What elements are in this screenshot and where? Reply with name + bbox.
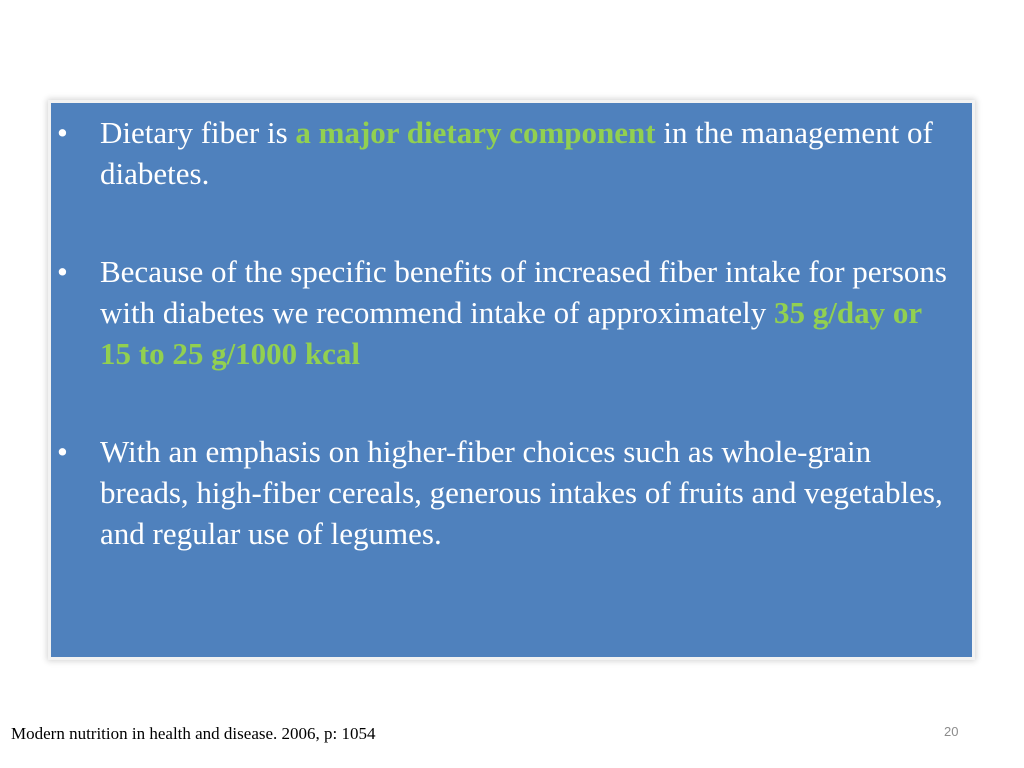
bullet-text-pre: With an emphasis on higher-fiber choices… [100,434,943,551]
content-box: • Dietary fiber is a major dietary compo… [51,103,972,657]
bullet-highlight: 35 g/day or 15 to 25 g/1000 kcal [100,295,922,371]
citation: Modern nutrition in health and disease. … [11,724,376,743]
bullet-text-pre: Dietary fiber is [100,115,296,150]
bullet-text: With an emphasis on higher-fiber choices… [100,431,960,554]
bullet-marker: • [57,254,68,289]
bullet-text: Because of the specific benefits of incr… [100,251,960,374]
bullet-text-pre: Because of the specific benefits of incr… [100,254,947,330]
bullet-text: Dietary fiber is a major dietary compone… [100,112,960,194]
bullet-text-post: in the management of diabetes. [100,115,933,191]
bullet-highlight: a major dietary component [295,115,656,150]
bullet-marker: • [57,434,68,469]
bullet-marker: • [57,115,68,150]
page-number: 20 [944,724,959,739]
